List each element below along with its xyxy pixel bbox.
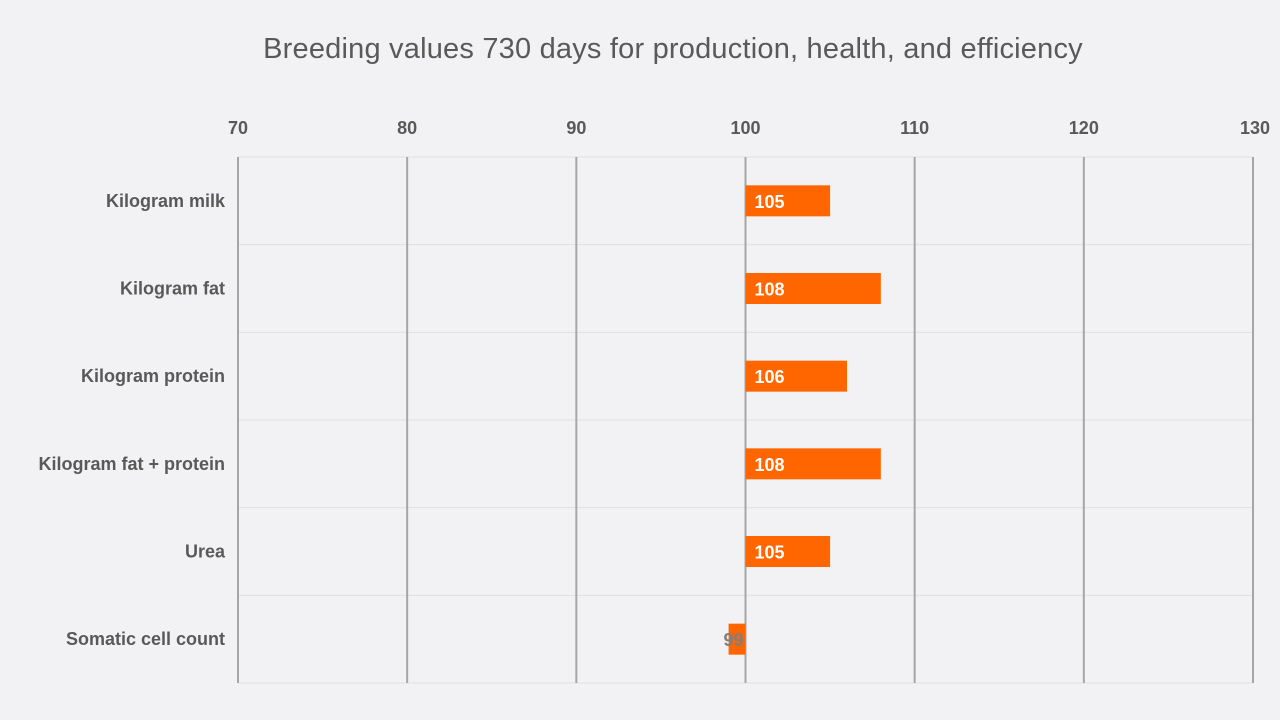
bar (728, 623, 746, 655)
x-tick-label: 130 (1240, 118, 1270, 138)
bar (745, 185, 831, 217)
data-labels: 105 108 106 108 105 99 (723, 192, 784, 650)
data-label: 105 (755, 543, 785, 563)
x-axis: 70 80 90 100 110 120 130 (228, 118, 1270, 138)
x-tick-label: 70 (228, 118, 248, 138)
data-label: 108 (755, 280, 785, 300)
category-label: Urea (185, 542, 226, 562)
chart-title: Breeding values 730 days for production,… (263, 33, 1083, 65)
bar (745, 536, 831, 567)
data-label: 106 (755, 367, 785, 387)
x-tick-label: 90 (566, 118, 586, 138)
data-label: 108 (755, 455, 785, 475)
data-label: 105 (755, 192, 785, 212)
category-axis: Kilogram milk Kilogram fat Kilogram protei… (38, 191, 226, 649)
grid-layer (237, 156, 1254, 684)
category-label: Somatic cell count (66, 629, 225, 649)
category-label: Kilogram fat (120, 279, 225, 299)
category-label: Kilogram milk (106, 191, 226, 211)
x-tick-label: 80 (397, 118, 417, 138)
x-tick-label: 110 (900, 118, 929, 138)
x-tick-label: 120 (1069, 118, 1099, 138)
x-tick-label: 100 (730, 118, 760, 138)
data-label: 99 (723, 630, 743, 650)
bar (745, 273, 881, 304)
category-label: Kilogram protein (81, 366, 225, 386)
bar (745, 448, 881, 480)
bars (728, 185, 881, 655)
bar (745, 360, 847, 392)
category-label: Kilogram fat + protein (38, 454, 225, 474)
